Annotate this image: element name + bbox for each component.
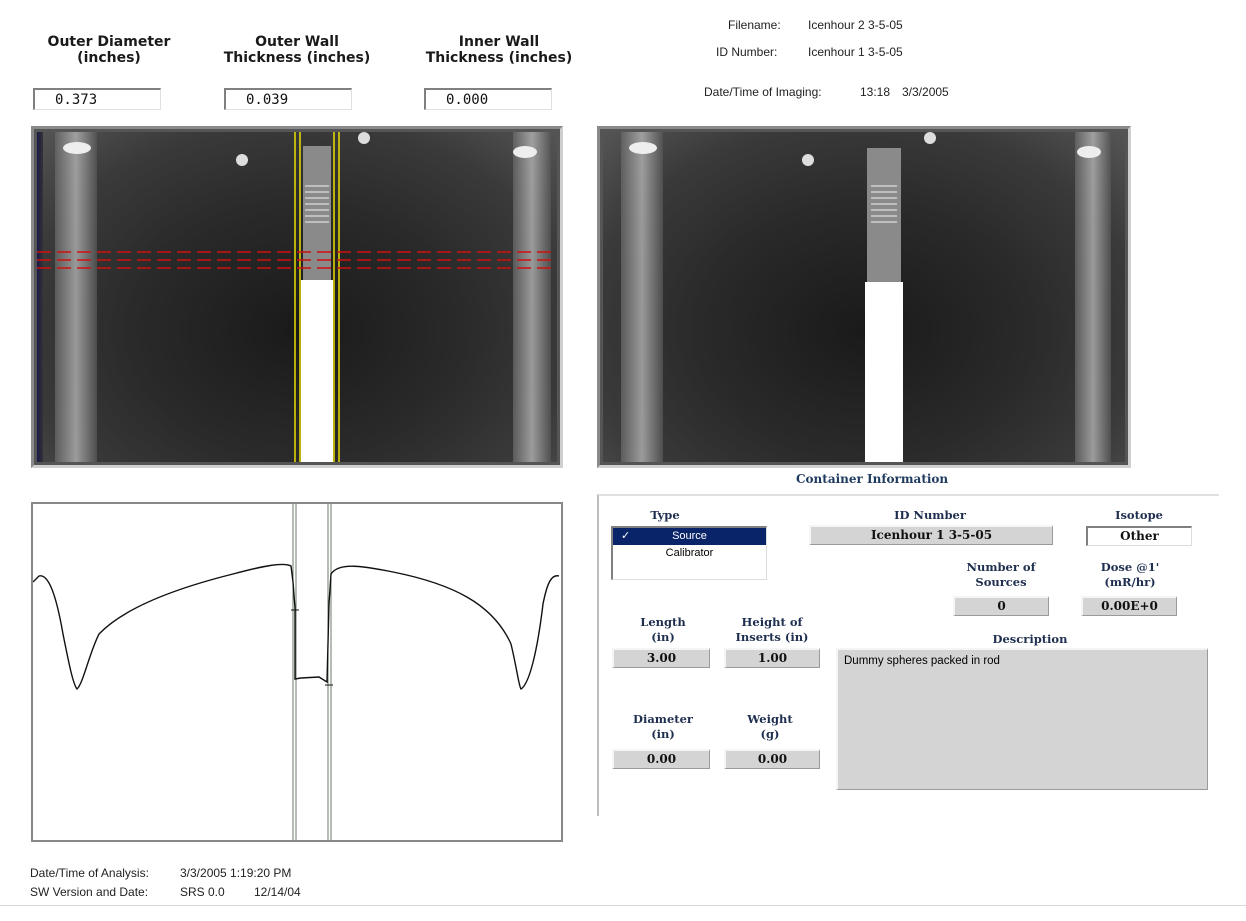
inner-wall-label-line1: Inner Wall	[458, 34, 540, 50]
type-option-calibrator-label: Calibrator	[665, 547, 714, 559]
outer-wall-field: 0.039	[224, 88, 352, 110]
dose-line2: (mR/hr)	[1104, 575, 1156, 589]
inserts-field[interactable]: 1.00	[724, 648, 820, 668]
length-field[interactable]: 3.00	[612, 648, 710, 668]
check-icon: ✓	[621, 530, 631, 542]
inserts-line1: Height of	[741, 615, 803, 629]
type-option-calibrator[interactable]: Calibrator	[613, 545, 766, 562]
num-sources-label: Number of Sources	[954, 560, 1048, 590]
imaging-label: Date/Time of Imaging:	[704, 85, 822, 99]
weight-label: Weight (g)	[730, 712, 810, 742]
type-list[interactable]: ✓ Source Calibrator	[611, 526, 767, 580]
num-sources-line1: Number of	[966, 560, 1036, 574]
outer-diameter-field: 0.373	[33, 88, 161, 110]
outer-diameter-label-line1: Outer Diameter	[47, 34, 171, 50]
sw-version-label: SW Version and Date:	[30, 885, 149, 899]
inner-wall-label-line2: Thickness (inches)	[425, 50, 573, 66]
profile-svg	[32, 504, 560, 840]
sw-version-value: SRS 0.0	[180, 885, 225, 899]
id-number-header: ID Number	[894, 508, 966, 522]
diameter-line1: Diameter	[633, 712, 693, 726]
type-option-source[interactable]: ✓ Source	[613, 528, 766, 545]
length-line2: (in)	[651, 630, 675, 644]
outer-wall-label-line1: Outer Wall	[255, 34, 339, 50]
analysis-time-value: 3/3/2005 1:19:20 PM	[180, 866, 292, 880]
inserts-label: Height of Inserts (in)	[724, 615, 820, 645]
footer-divider	[0, 905, 1246, 906]
filename-label: Filename:	[728, 18, 781, 32]
container-id-field[interactable]: Icenhour 1 3-5-05	[809, 525, 1053, 545]
outer-wall-label: Outer Wall Thickness (inches)	[212, 34, 382, 66]
filename-value: Icenhour 2 3-5-05	[808, 18, 903, 32]
dose-label: Dose @1' (mR/hr)	[1080, 560, 1180, 590]
weight-field[interactable]: 0.00	[724, 749, 820, 769]
num-sources-line2: Sources	[975, 575, 1027, 589]
diameter-field[interactable]: 0.00	[612, 749, 710, 769]
description-text: Dummy spheres packed in rod	[844, 655, 1000, 667]
imaging-date: 3/3/2005	[902, 85, 949, 99]
container-info-title: Container Information	[796, 472, 949, 486]
outer-diameter-label-line2: (inches)	[77, 50, 141, 66]
length-line1: Length	[640, 615, 686, 629]
imaging-time: 13:18	[860, 85, 891, 99]
sw-version-date: 12/14/04	[254, 885, 301, 899]
inserts-line2: Inserts (in)	[735, 630, 809, 644]
description-label: Description	[992, 632, 1068, 646]
inner-wall-field: 0.000	[424, 88, 552, 110]
dose-line1: Dose @1'	[1100, 560, 1160, 574]
description-field[interactable]: Dummy spheres packed in rod	[836, 648, 1208, 790]
weight-line1: Weight	[747, 712, 793, 726]
intensity-profile-plot[interactable]	[31, 502, 563, 842]
container-info-frame	[597, 494, 1219, 816]
analysis-image-panel[interactable]	[31, 126, 563, 468]
profile-curve	[32, 563, 560, 690]
weight-line2: (g)	[760, 727, 780, 741]
length-label: Length (in)	[626, 615, 700, 645]
diameter-label: Diameter (in)	[626, 712, 700, 742]
dose-field[interactable]: 0.00E+0	[1081, 596, 1177, 616]
inner-wall-label: Inner Wall Thickness (inches)	[414, 34, 584, 66]
type-option-source-label: Source	[672, 530, 707, 542]
isotope-field[interactable]: Other	[1086, 526, 1192, 546]
reference-xray-image[interactable]	[603, 132, 1125, 462]
outer-wall-label-line2: Thickness (inches)	[223, 50, 371, 66]
id-number-label: ID Number:	[716, 45, 778, 59]
outer-diameter-label: Outer Diameter (inches)	[36, 34, 182, 66]
analysis-xray-image[interactable]	[37, 132, 557, 462]
num-sources-field[interactable]: 0	[953, 596, 1049, 616]
diameter-line2: (in)	[651, 727, 675, 741]
reference-image-panel[interactable]	[597, 126, 1131, 468]
reference-xray-svg	[621, 132, 1111, 462]
analysis-xray-svg	[37, 132, 557, 462]
analysis-time-label: Date/Time of Analysis:	[30, 866, 149, 880]
type-label: Type	[650, 508, 680, 522]
isotope-label: Isotope	[1115, 508, 1163, 522]
id-number-value: Icenhour 1 3-5-05	[808, 45, 903, 59]
